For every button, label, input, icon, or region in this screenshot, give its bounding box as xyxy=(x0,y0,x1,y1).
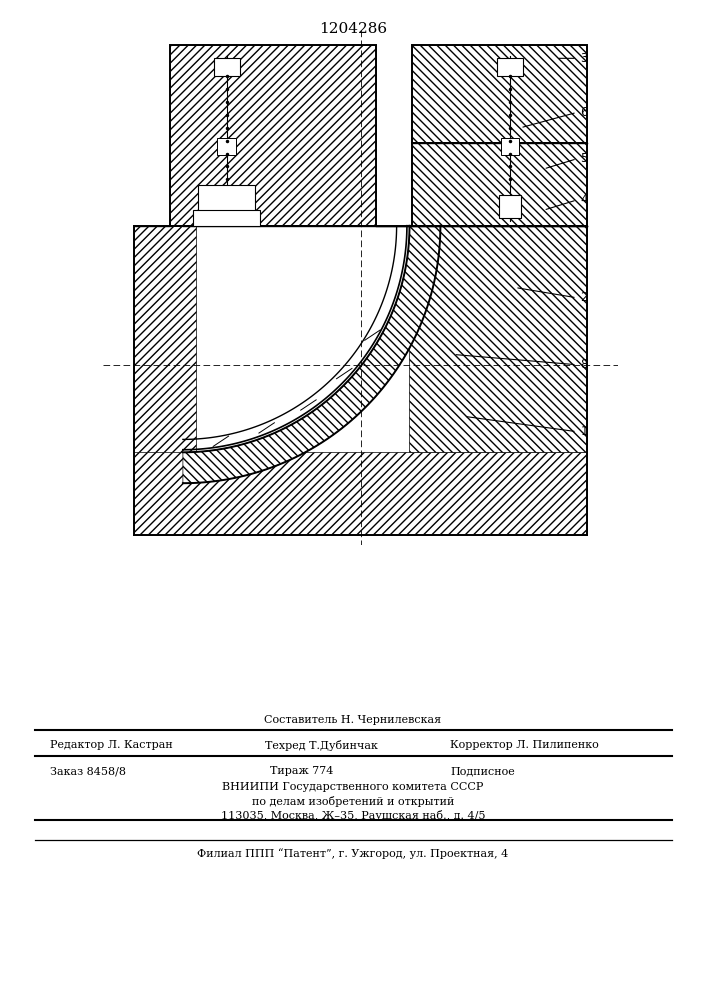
Text: 3: 3 xyxy=(580,52,588,65)
Text: 1204286: 1204286 xyxy=(319,22,387,36)
Text: 8: 8 xyxy=(580,358,588,371)
Text: ВНИИПИ Государственного комитета СССР: ВНИИПИ Государственного комитета СССР xyxy=(222,782,484,792)
Text: 1: 1 xyxy=(580,425,588,438)
Text: по делам изобретений и открытий: по делам изобретений и открытий xyxy=(252,796,454,807)
Text: 6: 6 xyxy=(580,106,588,119)
Polygon shape xyxy=(134,226,196,535)
Text: Φиг.2: Φиг.2 xyxy=(288,487,332,501)
Text: Филиал ППП “Патент”, г. Ужгород, ул. Проектная, 4: Филиал ППП “Патент”, г. Ужгород, ул. Про… xyxy=(197,848,508,859)
Polygon shape xyxy=(409,226,588,452)
Bar xyxy=(498,195,521,218)
Text: Техред Т.Дубинчак: Техред Т.Дубинчак xyxy=(265,740,378,751)
Bar xyxy=(217,138,236,155)
Text: Подписное: Подписное xyxy=(450,766,515,776)
Text: 113035, Москва, Ж–35, Раушская наб., д. 4/5: 113035, Москва, Ж–35, Раушская наб., д. … xyxy=(221,810,485,821)
Text: 5: 5 xyxy=(580,152,588,165)
Bar xyxy=(501,138,519,155)
Text: 4: 4 xyxy=(580,193,588,206)
Text: Составитель Н. Чернилевская: Составитель Н. Чернилевская xyxy=(264,715,442,725)
Bar xyxy=(199,184,255,221)
Polygon shape xyxy=(412,143,588,226)
Bar xyxy=(214,58,240,76)
Polygon shape xyxy=(183,226,440,483)
Text: 2: 2 xyxy=(580,291,588,304)
Bar xyxy=(216,195,238,218)
Bar xyxy=(193,210,260,226)
Bar xyxy=(497,58,522,76)
Polygon shape xyxy=(170,45,376,226)
Text: Заказ 8458/8: Заказ 8458/8 xyxy=(50,766,126,776)
Text: Корректор Л. Пилипенко: Корректор Л. Пилипенко xyxy=(450,740,599,750)
Polygon shape xyxy=(412,45,588,143)
Text: Тираж 774: Тираж 774 xyxy=(270,766,334,776)
Text: Редактор Л. Кастран: Редактор Л. Кастран xyxy=(50,740,173,750)
Polygon shape xyxy=(134,452,588,535)
